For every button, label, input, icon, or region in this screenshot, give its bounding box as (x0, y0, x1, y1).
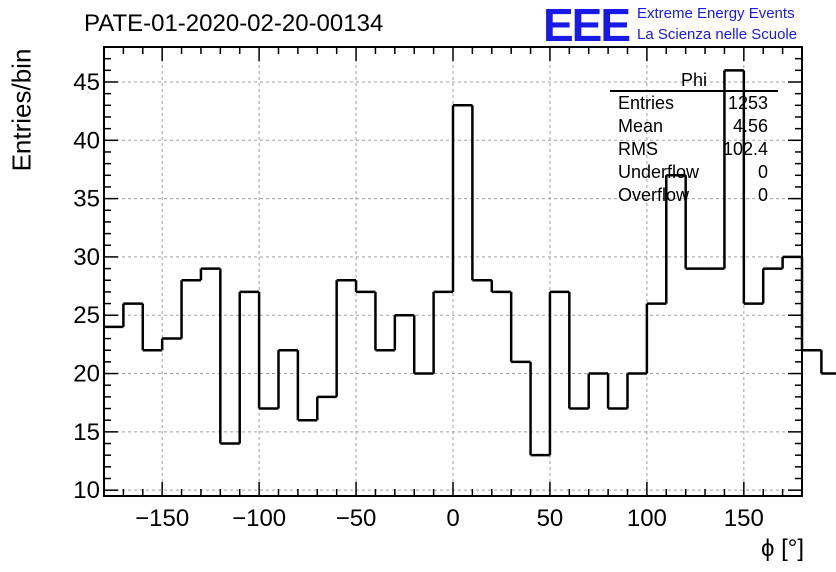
stats-label: Mean (618, 116, 664, 136)
x-tick-label: 150 (724, 505, 764, 532)
stats-value: 0 (757, 162, 768, 182)
x-tick-label: 50 (537, 505, 564, 532)
x-tick-label: 100 (627, 505, 667, 532)
y-tick-label: 15 (73, 419, 100, 446)
run-title: PATE-01-2020-02-20-00134 (84, 10, 384, 37)
stats-label: Entries (618, 93, 675, 113)
x-tick-label: −100 (232, 505, 286, 532)
x-tick-label: −50 (336, 505, 377, 532)
stats-title: Phi (610, 70, 778, 92)
y-tick-label: 30 (73, 244, 100, 271)
y-tick-label: 40 (73, 127, 100, 154)
y-tick-label: 35 (73, 186, 100, 213)
stats-row: Underflow 0 (610, 161, 778, 184)
histogram-layer (104, 69, 836, 457)
stats-box: Phi Entries 1253 Mean 4.56 RMS 102.4 Und… (610, 70, 778, 207)
y-axis-label: Entries/bin (6, 48, 37, 172)
logo-subtitle-line2: La Scienza nelle Scuole (637, 26, 798, 43)
stats-row: Entries 1253 (610, 92, 778, 115)
stats-label: RMS (618, 139, 658, 159)
x-axis-label: ϕ [°] (760, 535, 804, 562)
stats-label: Overflow (618, 185, 690, 205)
logo-subtitle-line1: Extreme Energy Events (637, 5, 795, 22)
y-tick-label: 25 (73, 302, 100, 329)
stats-row: RMS 102.4 (610, 138, 778, 161)
tick-labels-layer: −150 −100 −50 0 50 100 150 10 15 20 25 30 35 40 45 (73, 69, 764, 532)
eee-logo: EEE (543, 0, 631, 51)
stats-row: Overflow 0 (610, 184, 778, 207)
x-tick-label: 0 (446, 505, 459, 532)
stats-value: 4.56 (732, 116, 768, 136)
x-tick-label: −150 (135, 505, 189, 532)
y-tick-label: 45 (73, 69, 100, 96)
stats-value: 102.4 (722, 139, 768, 159)
y-tick-label: 20 (73, 361, 100, 388)
stats-value: 0 (757, 185, 768, 205)
plot-frame (103, 46, 803, 497)
y-tick-label: 10 (73, 477, 100, 504)
stats-value: 1253 (727, 93, 768, 113)
stats-row: Mean 4.56 (610, 115, 778, 138)
stats-label: Underflow (618, 162, 700, 182)
